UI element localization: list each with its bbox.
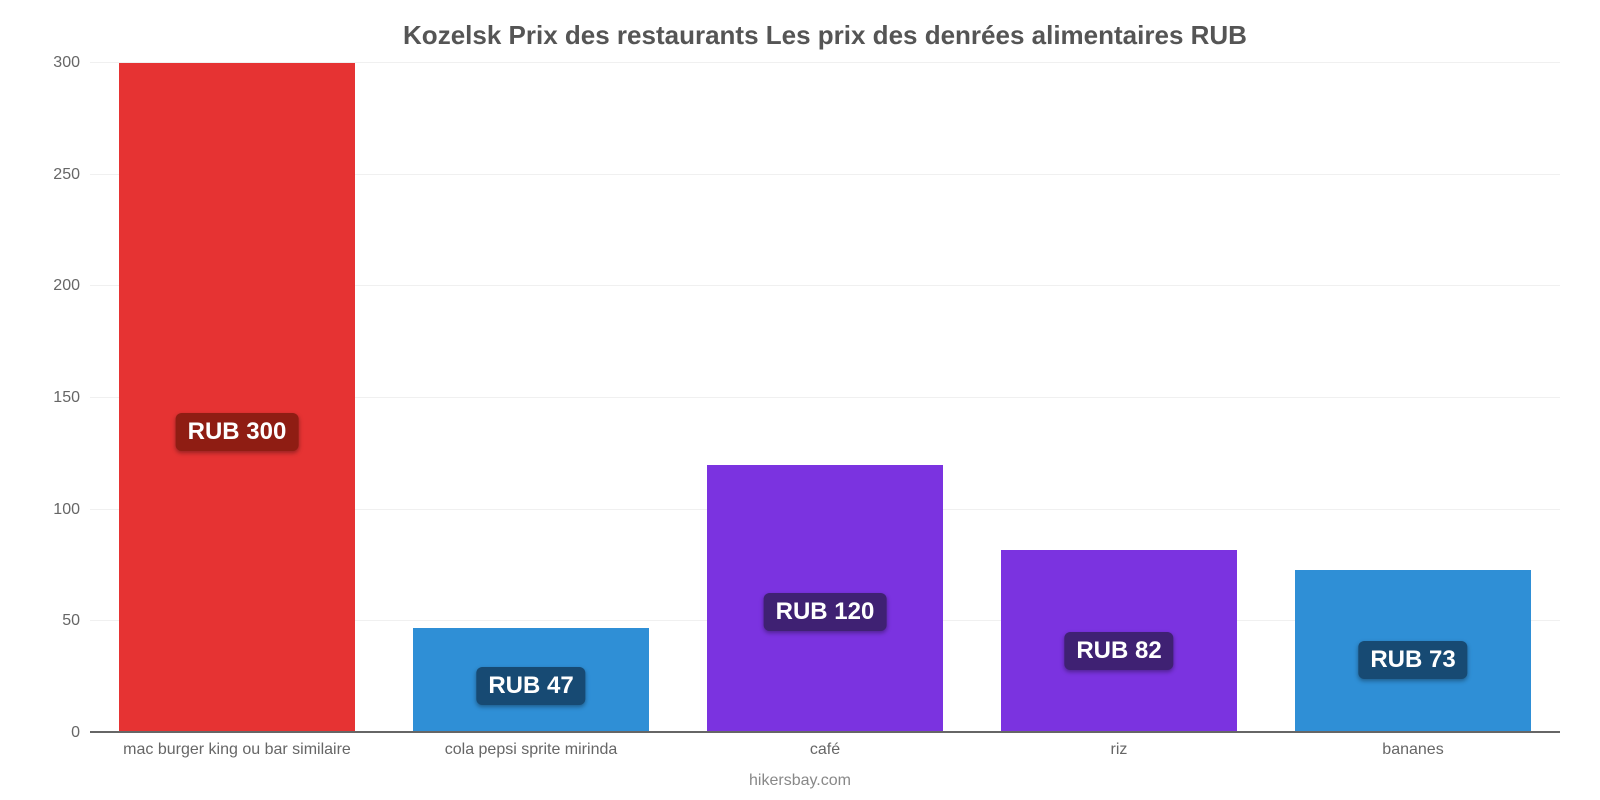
y-tick-label: 0 bbox=[71, 724, 80, 742]
plot-area: 050100150200250300 RUB 300RUB 47RUB 120R… bbox=[90, 63, 1560, 733]
attribution: hikersbay.com bbox=[0, 772, 1600, 790]
x-tick-label: café bbox=[678, 741, 972, 759]
bar: RUB 300 bbox=[119, 63, 354, 733]
bars-container: RUB 300 RUB 47 RUB 120 RUB 82 RUB 73 bbox=[90, 63, 1560, 733]
y-tick-label: 250 bbox=[53, 166, 80, 184]
value-badge: RUB 300 bbox=[176, 413, 299, 451]
bar: RUB 47 bbox=[413, 628, 648, 733]
price-chart: Kozelsk Prix des restaurants Les prix de… bbox=[0, 0, 1600, 800]
bar: RUB 120 bbox=[707, 465, 942, 733]
bar-slot: RUB 300 bbox=[90, 63, 384, 733]
value-badge: RUB 120 bbox=[764, 593, 887, 631]
y-tick-label: 200 bbox=[53, 277, 80, 295]
x-axis-baseline bbox=[90, 731, 1560, 733]
bar-slot: RUB 120 bbox=[678, 63, 972, 733]
x-tick-label: bananes bbox=[1266, 741, 1560, 759]
y-tick-label: 150 bbox=[53, 389, 80, 407]
value-badge: RUB 73 bbox=[1358, 641, 1467, 679]
value-badge: RUB 47 bbox=[476, 667, 585, 705]
bar: RUB 73 bbox=[1295, 570, 1530, 733]
y-tick-label: 100 bbox=[53, 501, 80, 519]
x-tick-label: cola pepsi sprite mirinda bbox=[384, 741, 678, 759]
y-tick-label: 300 bbox=[53, 54, 80, 72]
bar-slot: RUB 73 bbox=[1266, 63, 1560, 733]
x-axis-labels: mac burger king ou bar similairecola pep… bbox=[90, 741, 1560, 759]
bar: RUB 82 bbox=[1001, 550, 1236, 733]
x-tick-label: riz bbox=[972, 741, 1266, 759]
x-tick-label: mac burger king ou bar similaire bbox=[90, 741, 384, 759]
y-tick-label: 50 bbox=[62, 612, 80, 630]
bar-slot: RUB 47 bbox=[384, 63, 678, 733]
bar-slot: RUB 82 bbox=[972, 63, 1266, 733]
value-badge: RUB 82 bbox=[1064, 632, 1173, 670]
chart-title: Kozelsk Prix des restaurants Les prix de… bbox=[90, 20, 1560, 51]
